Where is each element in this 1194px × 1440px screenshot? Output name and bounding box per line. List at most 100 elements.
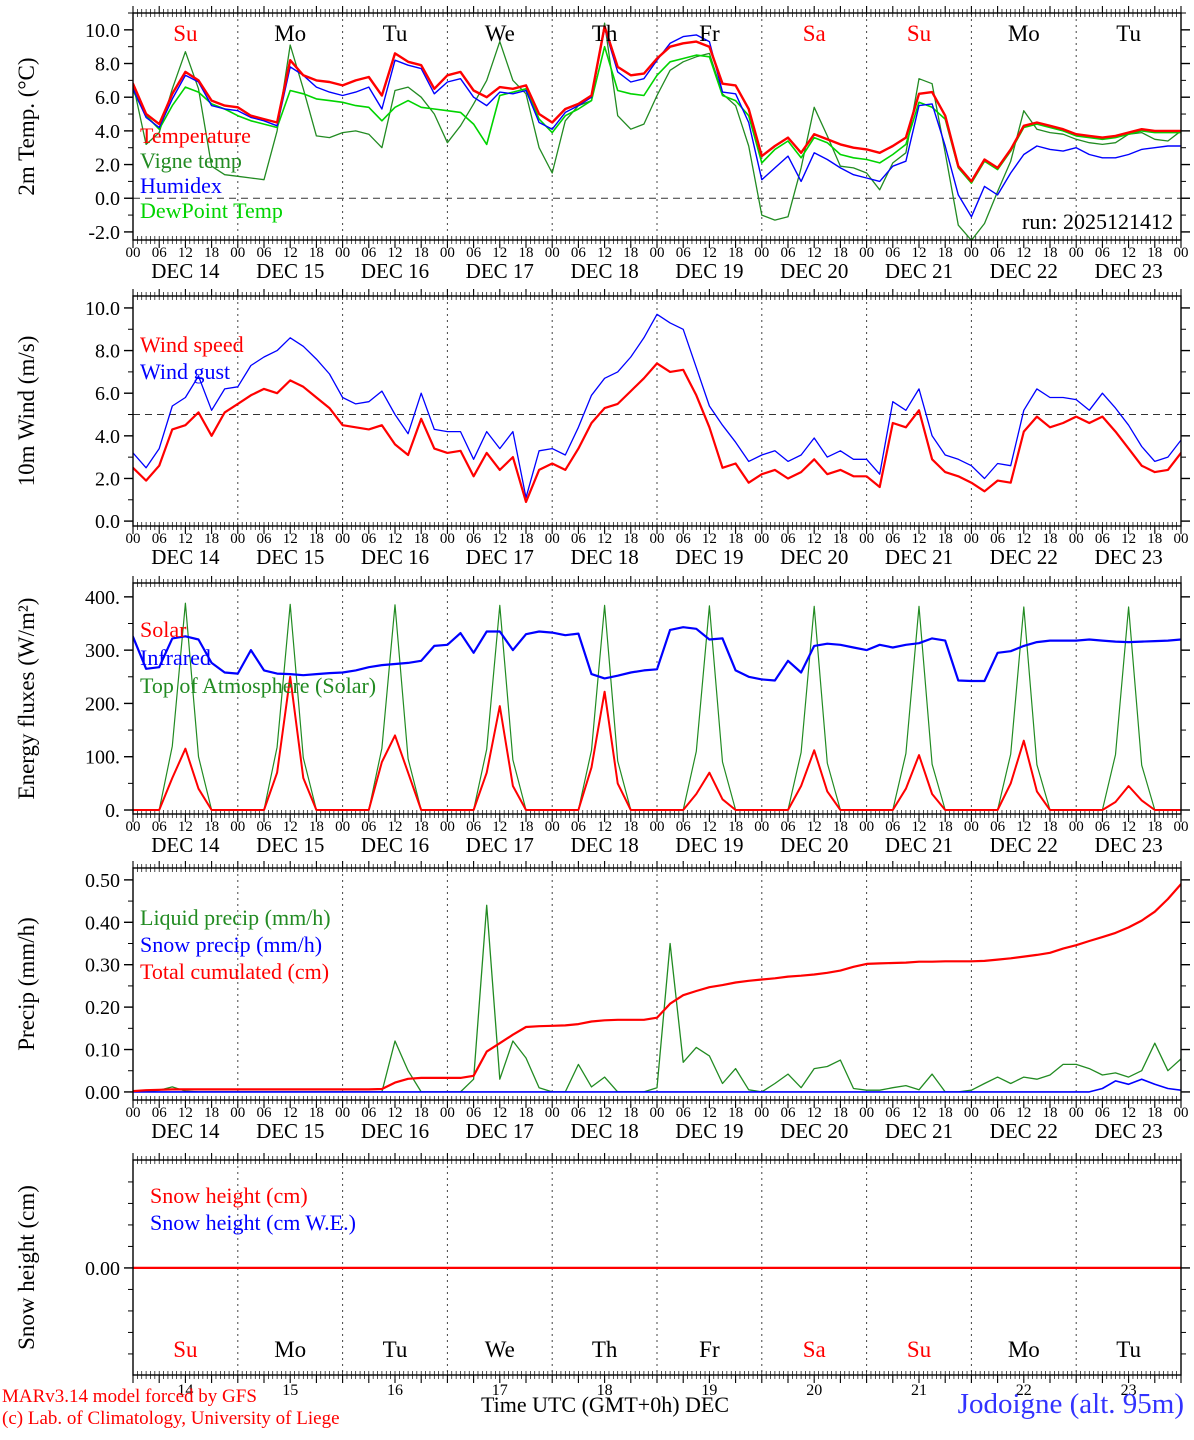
day-letter-su-7: Su bbox=[907, 21, 932, 46]
date-label-3: DEC 17 bbox=[466, 259, 534, 283]
hour-label: 00 bbox=[859, 819, 874, 835]
date-label-9: DEC 23 bbox=[1094, 833, 1162, 857]
hour-label: 12 bbox=[1121, 1105, 1136, 1121]
date-label-4: DEC 18 bbox=[570, 545, 638, 569]
hour-label: 18 bbox=[414, 1105, 429, 1121]
plot-frame bbox=[132, 12, 1182, 241]
ytick-2m-temp-c: 6.0 bbox=[95, 87, 120, 109]
legend-snow-height-cm-w-e: Snow height (cm W.E.) bbox=[150, 1210, 356, 1235]
ytick-10m-wind-m-s: 8.0 bbox=[95, 341, 120, 363]
hour-label: 06 bbox=[885, 819, 901, 835]
hour-label: 00 bbox=[545, 1105, 560, 1121]
hour-label: 18 bbox=[833, 1105, 848, 1121]
credit-line-2: (c) Lab. of Climatology, University of L… bbox=[2, 1408, 340, 1429]
date-label-3: DEC 17 bbox=[466, 833, 534, 857]
hour-label: 12 bbox=[492, 531, 507, 547]
hour-label: 00 bbox=[440, 245, 455, 261]
legend-vigne-temp: Vigne temp bbox=[140, 148, 242, 173]
hour-label: 12 bbox=[492, 819, 507, 835]
hour-label: 12 bbox=[702, 819, 717, 835]
hour-label: 00 bbox=[859, 1105, 874, 1121]
hour-label: 06 bbox=[676, 245, 692, 261]
hour-label: 00 bbox=[545, 245, 560, 261]
hour-label: 00 bbox=[859, 245, 874, 261]
hour-label: 00 bbox=[859, 531, 874, 547]
day-number-23: 23 bbox=[1121, 1382, 1137, 1399]
plot-frame bbox=[132, 1159, 1182, 1376]
hour-label: 00 bbox=[126, 245, 141, 261]
hour-label: 00 bbox=[650, 245, 665, 261]
hour-label: 06 bbox=[1095, 245, 1111, 261]
hour-label: 06 bbox=[885, 245, 901, 261]
hour-label: 00 bbox=[650, 531, 665, 547]
hour-label: 12 bbox=[492, 245, 507, 261]
date-label-2: DEC 16 bbox=[361, 545, 429, 569]
hour-label: 18 bbox=[204, 245, 219, 261]
series-group bbox=[133, 313, 1181, 503]
hour-label: 06 bbox=[1095, 819, 1111, 835]
hour-label: 12 bbox=[1016, 819, 1031, 835]
hour-label: 18 bbox=[833, 245, 848, 261]
hour-label: 12 bbox=[597, 819, 612, 835]
legend-solar: Solar bbox=[140, 617, 187, 642]
legend-liquid-precip-mm-h: Liquid precip (mm/h) bbox=[140, 905, 331, 930]
ytick-energy-fluxes-w-m: 0. bbox=[105, 800, 120, 822]
hour-label: 18 bbox=[1147, 1105, 1162, 1121]
hour-label: 00 bbox=[545, 531, 560, 547]
hour-label: 18 bbox=[623, 245, 638, 261]
ytick-10m-wind-m-s: 6.0 bbox=[95, 383, 120, 405]
series-group bbox=[133, 882, 1181, 1093]
hour-label: 18 bbox=[519, 245, 534, 261]
ytick-energy-fluxes-w-m: 400. bbox=[85, 587, 120, 609]
hour-label: 06 bbox=[990, 245, 1006, 261]
panel-2m-temp-c: 10.0 8.0 6.0 4.0 2.0 0.0 -2.0 TemperatureVigne … bbox=[14, 6, 1190, 283]
series-infrared bbox=[133, 626, 1181, 683]
station-label: Jodoigne (alt. 95m) bbox=[957, 1388, 1184, 1420]
model-credit: MARv3.14 model forced by GFS (c) Lab. of… bbox=[2, 1386, 340, 1430]
hour-label: 18 bbox=[519, 819, 534, 835]
ylabel-2m-temp-c: 2m Temp. (°C) bbox=[14, 57, 39, 195]
hour-label: 18 bbox=[728, 819, 743, 835]
date-label-9: DEC 23 bbox=[1094, 259, 1162, 283]
day-number-20: 20 bbox=[806, 1382, 822, 1399]
date-label-0: DEC 14 bbox=[151, 1119, 220, 1143]
hour-label: 12 bbox=[702, 531, 717, 547]
hour-label: 06 bbox=[152, 245, 168, 261]
hour-label: 12 bbox=[807, 531, 822, 547]
hour-label: 18 bbox=[1147, 819, 1162, 835]
hour-label: 12 bbox=[912, 245, 927, 261]
hour-label: 00 bbox=[964, 1105, 979, 1121]
plot-frame bbox=[132, 867, 1182, 1101]
hour-label: 06 bbox=[571, 531, 587, 547]
legend-top-of-atmosphere-solar: Top of Atmosphere (Solar) bbox=[140, 673, 376, 698]
legend-snow-height-cm: Snow height (cm) bbox=[150, 1183, 308, 1208]
hour-label: 18 bbox=[309, 819, 324, 835]
hour-label: 12 bbox=[1016, 531, 1031, 547]
hour-label: 06 bbox=[676, 819, 692, 835]
ytick-energy-fluxes-w-m: 100. bbox=[85, 747, 120, 769]
day-letter-th-4: Th bbox=[592, 1337, 618, 1362]
day-letter-mo-8: Mo bbox=[1008, 1337, 1040, 1362]
hour-label: 00 bbox=[754, 245, 769, 261]
ylabel-snow-height-cm: Snow height (cm) bbox=[14, 1185, 39, 1350]
legend-temperature: Temperature bbox=[140, 123, 251, 148]
day-letter-mo-8: Mo bbox=[1008, 21, 1040, 46]
ytick-10m-wind-m-s: 10.0 bbox=[85, 298, 120, 320]
legend-total-cumulated-cm: Total cumulated (cm) bbox=[140, 959, 329, 984]
plot-frame bbox=[132, 295, 1182, 527]
ytick-snow-height-cm: 0.00 bbox=[85, 1258, 120, 1280]
date-label-1: DEC 15 bbox=[256, 1119, 324, 1143]
date-label-3: DEC 17 bbox=[466, 545, 534, 569]
hour-label: 18 bbox=[1147, 245, 1162, 261]
hour-label: 18 bbox=[938, 819, 953, 835]
day-letter-tu-2: Tu bbox=[383, 1337, 408, 1362]
hour-label: 06 bbox=[152, 531, 168, 547]
date-label-2: DEC 16 bbox=[361, 833, 429, 857]
series-total-cumulated-cm bbox=[133, 882, 1181, 1093]
date-label-5: DEC 19 bbox=[675, 1119, 743, 1143]
date-label-4: DEC 18 bbox=[570, 259, 638, 283]
hour-label: 06 bbox=[257, 1105, 273, 1121]
hour-label: 00 bbox=[650, 1105, 665, 1121]
